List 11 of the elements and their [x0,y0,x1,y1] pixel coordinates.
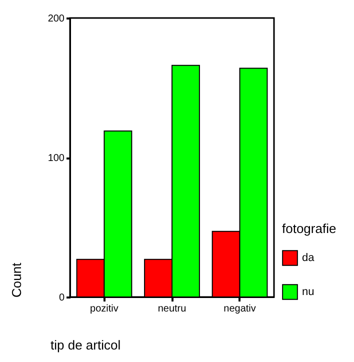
y-tick-label: 200 [48,14,65,24]
y-tick-label: 0 [58,292,65,304]
x-tick-label: negativ [224,304,256,314]
legend-label: nu [302,286,314,298]
y-tick-label: 100 [48,153,65,164]
y-axis-title: Count [8,262,24,298]
legend-label: da [302,252,316,264]
x-tick-label: neutru [158,304,186,314]
legend-title: fotografie [282,221,336,236]
x-axis-title: tip de articol [50,338,121,352]
x-tick-label: pozitiv [90,304,118,314]
